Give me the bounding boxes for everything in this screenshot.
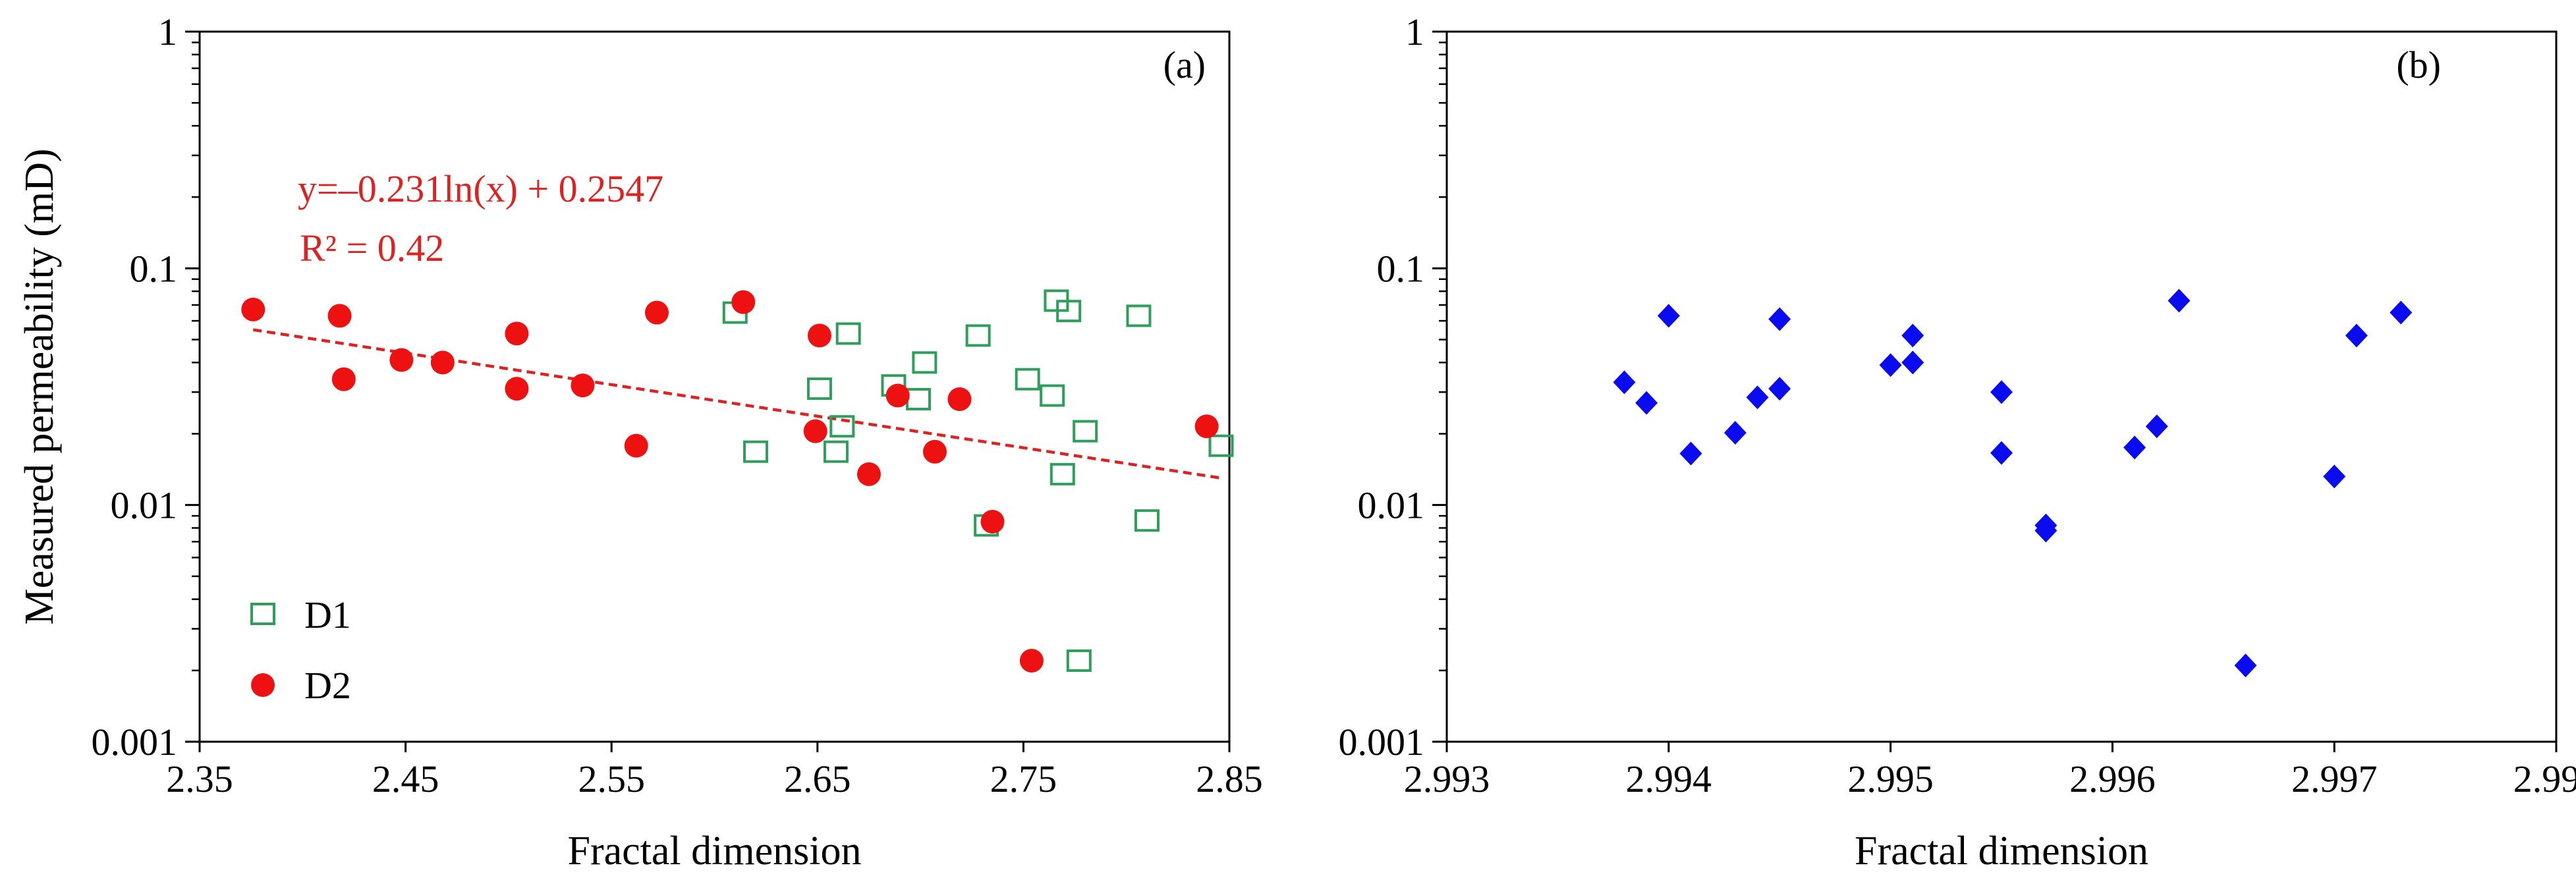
data-point: [1679, 441, 1702, 466]
legend-label-d2: D2: [304, 664, 351, 707]
trendline: [252, 328, 1221, 480]
data-point-d1: [1050, 462, 1075, 485]
data-point: [2323, 464, 2346, 489]
data-point: [2123, 435, 2146, 460]
data-point-d1: [965, 324, 991, 347]
y-tick-label: 0.01: [111, 484, 178, 527]
data-point-d1: [1126, 304, 1152, 327]
data-point-d2: [644, 300, 669, 325]
x-tick-label: 2.85: [1196, 758, 1263, 800]
x-tick-label: 2.997: [2291, 758, 2378, 800]
data-point-d1: [1015, 368, 1040, 391]
legend: D1 D2: [250, 594, 351, 707]
data-point: [2345, 323, 2368, 348]
data-point-d2: [885, 383, 910, 408]
data-point-d2: [430, 350, 455, 375]
data-point-d2: [980, 510, 1005, 534]
data-point-d2: [807, 323, 831, 348]
data-point-d2: [1019, 648, 1044, 673]
data-point: [1635, 391, 1658, 415]
data-point: [2168, 289, 2191, 313]
data-point-d2: [327, 304, 352, 328]
x-tick-label: 2.994: [1626, 758, 1712, 800]
data-point: [2145, 414, 2168, 439]
x-tick-label: 2.55: [578, 758, 645, 800]
data-point: [1901, 350, 1924, 375]
y-tick-label: 0.001: [92, 721, 178, 763]
data-point: [1901, 323, 1924, 348]
data-point: [2390, 300, 2413, 325]
x-tick-label: 2.995: [1847, 758, 1934, 800]
data-point-d2: [1194, 414, 1219, 439]
data-point: [1613, 370, 1636, 395]
data-point-d2: [241, 297, 266, 321]
y-tick-label: 0.01: [1358, 484, 1425, 527]
legend-marker-d1: [250, 603, 275, 625]
y-tick-label: 1: [158, 11, 177, 53]
panel-label: (a): [1163, 43, 1206, 86]
x-tick-label: 2.996: [2069, 758, 2156, 800]
data-point-d2: [505, 321, 529, 346]
panel-b: 2.993 2.994 2.995 2.996 2.997 2.998 0.001 0.01 0…: [1339, 11, 2576, 873]
data-point: [1879, 353, 1902, 377]
data-point: [1768, 307, 1791, 331]
data-point: [1723, 420, 1747, 445]
legend-marker-d2: [251, 673, 275, 697]
x-tick-label: 2.35: [166, 758, 233, 800]
plot-frame: [1445, 30, 2558, 743]
data-point-d2: [856, 462, 881, 486]
plot-frame: [198, 30, 1231, 743]
legend-label-d1: D1: [304, 594, 351, 636]
data-point-d2: [947, 387, 972, 411]
data-point: [2034, 518, 2058, 543]
data-point-d1: [1040, 384, 1065, 407]
panel-label: (b): [2396, 43, 2441, 86]
trendline-equation: y=–0.231ln(x) + 0.2547: [298, 167, 663, 210]
data-point: [1990, 441, 2013, 465]
y-tick-label: 0.001: [1339, 721, 1425, 763]
x-tick-label: 2.998: [2513, 758, 2576, 800]
data-point-d1: [1073, 420, 1098, 443]
data-point: [1768, 377, 1791, 401]
data-point-d1: [1056, 300, 1082, 323]
x-axis-title: Fractal dimension: [1855, 829, 2148, 873]
data-point-d1: [1066, 649, 1092, 672]
data-point: [1990, 380, 2013, 404]
data-point-d1: [823, 440, 849, 463]
data-point-d1: [806, 377, 832, 401]
data-point: [2234, 653, 2257, 678]
data-point-d1: [912, 351, 938, 374]
data-point-d2: [624, 433, 648, 458]
x-tick-label: 2.45: [372, 758, 439, 800]
data-point-d2: [505, 377, 529, 401]
x-tick-label: 2.65: [784, 758, 851, 800]
x-tick-label: 2.75: [990, 758, 1057, 800]
x-tick-label: 2.993: [1404, 758, 1490, 800]
data-point: [1746, 385, 1769, 410]
x-axis-title: Fractal dimension: [568, 829, 862, 873]
data-point-d2: [571, 373, 595, 398]
data-point-d1: [1134, 509, 1160, 532]
y-axis-title: Measured permeability (mD): [17, 148, 62, 624]
trendline-r-squared: R² = 0.42: [300, 227, 444, 269]
data-point-d2: [922, 439, 947, 464]
y-tick-label: 0.1: [1377, 247, 1425, 290]
data-point-d1: [1208, 434, 1234, 457]
y-tick-label: 1: [1405, 11, 1424, 53]
data-point-d1: [743, 440, 769, 463]
data-point-d2: [731, 290, 756, 314]
data-point-d2: [331, 367, 356, 391]
panel-a: 2.35 2.45 2.55 2.65 2.75 2.85 0.001 0.01 0.1 1 Fra…: [17, 11, 1263, 873]
data-point-d1: [829, 415, 855, 438]
data-point: [1657, 304, 1680, 328]
y-tick-label: 0.1: [130, 247, 178, 290]
data-point-d1: [835, 322, 861, 345]
data-point-d2: [803, 419, 827, 443]
data-point-d2: [389, 348, 414, 372]
